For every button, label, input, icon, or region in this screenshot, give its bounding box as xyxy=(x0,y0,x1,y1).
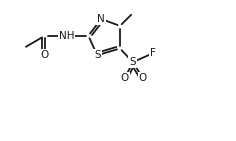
Text: O: O xyxy=(41,50,49,60)
Text: NH: NH xyxy=(59,31,74,41)
Text: O: O xyxy=(121,73,129,83)
Text: S: S xyxy=(130,57,136,67)
Text: F: F xyxy=(150,48,156,58)
Text: O: O xyxy=(139,73,147,83)
Text: N: N xyxy=(97,14,105,24)
Text: S: S xyxy=(94,50,101,60)
